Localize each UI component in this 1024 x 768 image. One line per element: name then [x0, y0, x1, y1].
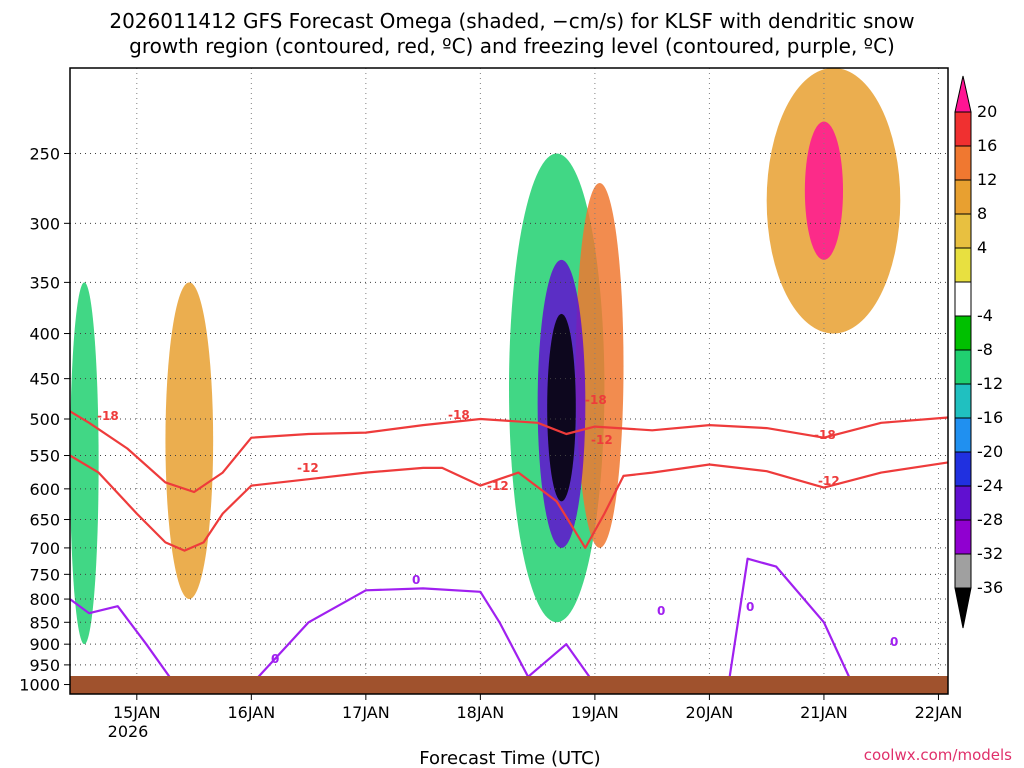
- y-tick-label: 650: [29, 511, 60, 530]
- isotherm-contour: [69, 454, 949, 552]
- colorbar-label: -24: [977, 476, 1003, 495]
- colorbar-segment: [954, 349, 972, 385]
- colorbar-segment: [954, 451, 972, 487]
- colorbar-segment: [954, 383, 972, 419]
- contour-labels: -18 -12 -18 -12 -18 -12 -12 -18 0 0 0 0 …: [97, 393, 898, 666]
- colorbar: 20 16 12 8 4 -4 -8 -12 -16 -20 -24 -28 -32 -36: [954, 75, 1003, 629]
- contour-label-red: -12: [818, 474, 840, 488]
- colorbar-label: -4: [977, 306, 993, 325]
- y-tick-label: 600: [29, 480, 60, 499]
- x-tick-label: 20JAN: [686, 703, 734, 722]
- colorbar-segment: [954, 281, 972, 317]
- y-tick-label: 850: [29, 613, 60, 632]
- x-axis: 15JAN 16JAN 17JAN 18JAN 19JAN 20JAN 21JAN 22JAN: [113, 694, 962, 722]
- contour-label-red: -18: [448, 408, 470, 422]
- x-tick-label: 18JAN: [457, 703, 505, 722]
- y-axis: 250 300 350 400 450 500 550 600 650 700 750 800 850 9…: [19, 144, 70, 695]
- plot-area: [69, 67, 949, 695]
- colorbar-label: 4: [977, 238, 987, 257]
- contour-label-purple: 0: [412, 573, 420, 587]
- contour-label-red: -18: [585, 393, 607, 407]
- omega-region: [804, 121, 844, 260]
- colorbar-segment: [954, 213, 972, 249]
- chart-title-line1: 2026011412 GFS Forecast Omega (shaded, −…: [109, 9, 914, 33]
- y-tick-label: 300: [29, 214, 60, 233]
- contour-label-purple: 0: [890, 635, 898, 649]
- colorbar-segment: [954, 111, 972, 147]
- colorbar-segment: [954, 247, 972, 283]
- y-tick-label: 450: [29, 370, 60, 389]
- contour-label-purple: 0: [657, 604, 665, 618]
- x-tick-label: 15JAN: [113, 703, 161, 722]
- colorbar-segment: [954, 417, 972, 453]
- y-tick-label: 350: [29, 273, 60, 292]
- contour-label-red: -12: [591, 433, 613, 447]
- colorbar-arrow-top: [954, 75, 972, 113]
- omega-region: [165, 282, 214, 600]
- y-tick-label: 900: [29, 635, 60, 654]
- y-tick-label: 1000: [19, 676, 60, 695]
- colorbar-label: -8: [977, 340, 993, 359]
- colorbar-segment: [954, 315, 972, 351]
- contour-label-red: -18: [97, 409, 119, 423]
- y-tick-label: 500: [29, 410, 60, 429]
- colorbar-arrow-bottom: [954, 587, 972, 629]
- contour-label-red: -12: [297, 461, 319, 475]
- y-tick-label: 400: [29, 325, 60, 344]
- contour-label-red: -12: [487, 479, 509, 493]
- omega-region: [575, 182, 624, 548]
- colorbar-label: -28: [977, 510, 1003, 529]
- y-tick-label: 250: [29, 144, 60, 163]
- x-tick-label: 21JAN: [800, 703, 848, 722]
- plot-frame: [69, 67, 949, 695]
- colorbar-label: 12: [977, 170, 997, 189]
- ground-surface: [70, 676, 948, 694]
- colorbar-label: -20: [977, 442, 1003, 461]
- colorbar-label: 16: [977, 136, 997, 155]
- chart-title-line2: growth region (contoured, red, ºC) and f…: [129, 34, 895, 58]
- y-tick-label: 750: [29, 565, 60, 584]
- x-tick-label: 17JAN: [342, 703, 390, 722]
- colorbar-segment: [954, 553, 972, 589]
- x-tick-label: 19JAN: [571, 703, 619, 722]
- y-tick-label: 950: [29, 656, 60, 675]
- contour-label-purple: 0: [271, 652, 279, 666]
- colorbar-label: -36: [977, 578, 1003, 597]
- colorbar-label: 8: [977, 204, 987, 223]
- isotherm-contour: [69, 587, 710, 686]
- y-tick-label: 550: [29, 447, 60, 466]
- y-tick-label: 700: [29, 539, 60, 558]
- x-tick-label: 22JAN: [915, 703, 963, 722]
- colorbar-segment: [954, 145, 972, 181]
- colorbar-label: -12: [977, 374, 1003, 393]
- colorbar-segment: [954, 519, 972, 555]
- colorbar-label: -16: [977, 408, 1003, 427]
- y-tick-label: 800: [29, 590, 60, 609]
- colorbar-label: 20: [977, 102, 997, 121]
- credit-text: coolwx.com/models: [864, 746, 1012, 764]
- colorbar-label: -32: [977, 544, 1003, 563]
- contour-label-purple: 0: [746, 600, 754, 614]
- contour-label-red: -18: [814, 428, 836, 442]
- x-year-label: 2026: [108, 722, 149, 741]
- isotherm-contour: [69, 410, 949, 494]
- omega-shading: [70, 68, 901, 645]
- omega-region: [547, 313, 576, 502]
- colorbar-segment: [954, 485, 972, 521]
- colorbar-segment: [954, 179, 972, 215]
- x-axis-title: Forecast Time (UTC): [419, 748, 600, 768]
- x-tick-label: 16JAN: [227, 703, 275, 722]
